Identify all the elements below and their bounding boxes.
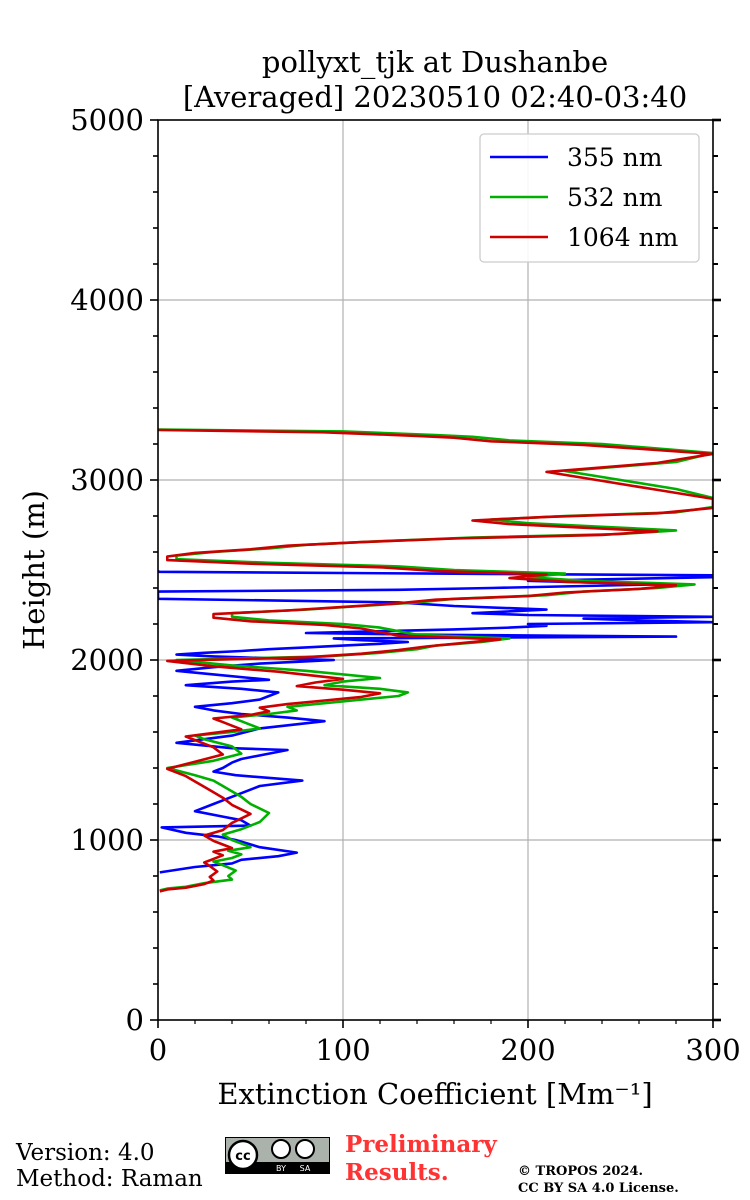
x-axis-label: Extinction Coefficient [Mm⁻¹]: [217, 1077, 652, 1111]
series-line-355-nm: [158, 570, 713, 874]
x-tick-label: 300: [685, 1033, 740, 1067]
series-line-1064-nm: [158, 428, 713, 893]
series-layer: [158, 428, 713, 893]
y-tick-label: 3000: [70, 463, 144, 497]
y-tick-label: 5000: [70, 103, 144, 137]
by-label: BY: [276, 1164, 286, 1173]
copyright-line2: CC BY SA 4.0 License.: [518, 1181, 679, 1196]
sa-icon: [295, 1139, 315, 1159]
y-tick-label: 0: [126, 1003, 144, 1037]
cc-icon: [227, 1139, 259, 1171]
x-tick-label: 0: [149, 1033, 167, 1067]
y-tick-label: 2000: [70, 643, 144, 677]
cc-by-sa-license-icon: cc BY SA: [225, 1137, 330, 1174]
plot-frame: [157, 119, 714, 1021]
x-tick-label: 100: [315, 1033, 370, 1067]
method-label: Method: Raman: [16, 1166, 203, 1192]
x-tick-label: 200: [500, 1033, 555, 1067]
y-axis-label: Height (m): [17, 490, 51, 650]
chart-title-line2: [Averaged] 20230510 02:40-03:40: [183, 80, 687, 114]
legend-box: [479, 133, 700, 263]
y-tick-label: 1000: [70, 823, 144, 857]
chart-title-line1: pollyxt_tjk at Dushanbe: [262, 45, 608, 80]
version-label: Version: 4.0: [16, 1140, 155, 1166]
legend-label: 1064 nm: [567, 223, 679, 252]
sa-label: SA: [300, 1164, 311, 1173]
cc-icon-label: cc: [235, 1149, 250, 1164]
y-tick-label: 4000: [70, 283, 144, 317]
preliminary-results-line2: Results.: [345, 1159, 449, 1186]
legend-label: 532 nm: [567, 183, 663, 212]
legend: 355 nm 532 nm 1064 nm: [479, 133, 700, 263]
preliminary-results-line1: Preliminary: [345, 1131, 497, 1158]
copyright-line1: © TROPOS 2024.: [518, 1164, 644, 1179]
legend-label: 355 nm: [567, 143, 663, 172]
by-icon: [271, 1139, 291, 1159]
